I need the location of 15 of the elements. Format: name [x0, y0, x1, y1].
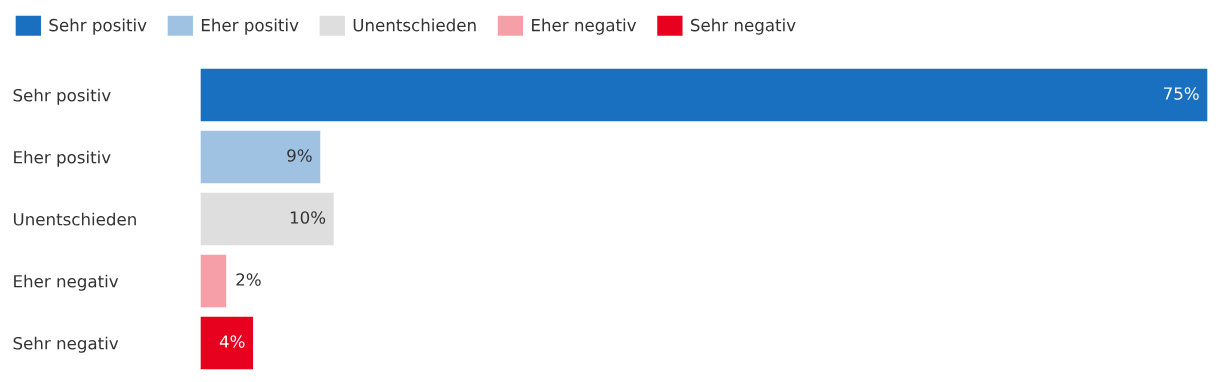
legend-label: Sehr positiv: [49, 18, 147, 35]
legend-label: Eher negativ: [532, 18, 637, 35]
legend-label: Sehr negativ: [690, 18, 796, 35]
y-tick-label: Sehr positiv: [13, 88, 111, 105]
legend-label: Unentschieden: [353, 18, 476, 32]
y-tick-label: Unentschieden: [13, 212, 136, 226]
y-tick-label: Eher negativ: [14, 274, 119, 291]
y-tick-label: Eher positiv: [14, 150, 111, 167]
y-tick-label: Sehr negativ: [13, 336, 119, 353]
legend-label: Eher positiv: [201, 18, 299, 35]
data-label: 9%: [287, 149, 312, 162]
data-label: 2%: [236, 273, 261, 286]
data-label: 10%: [290, 211, 326, 224]
data-label: 75%: [1163, 87, 1199, 100]
data-label: 4%: [219, 335, 245, 348]
